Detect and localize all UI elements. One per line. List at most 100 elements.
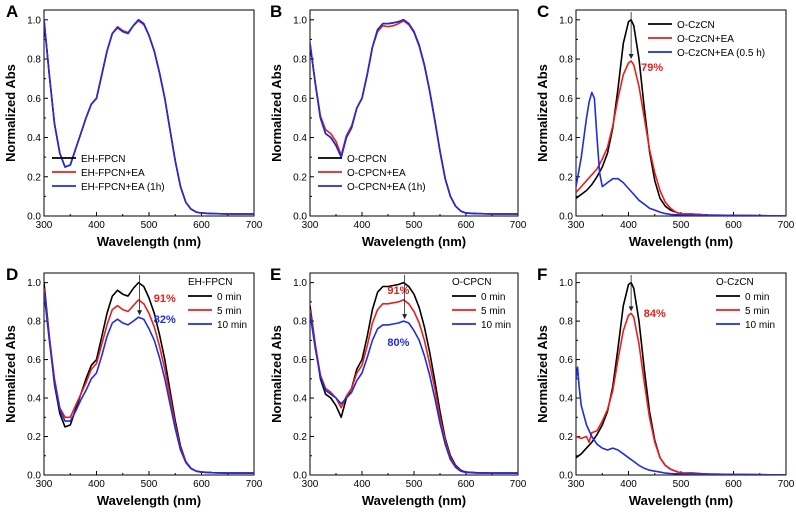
panel-f: F 300 400 500 600 700 0.0 0.2 0.4 0.6 0.8 1.0 Wavele… bbox=[535, 265, 795, 508]
legend-label: 5 min bbox=[745, 306, 769, 317]
percent-annotation: 80% bbox=[387, 337, 409, 349]
y-tick-label: 0.4 bbox=[27, 133, 41, 144]
legend-title: O-CzCN bbox=[716, 277, 754, 288]
y-tick-label: 0.4 bbox=[27, 394, 41, 405]
series-line-3 bbox=[310, 313, 518, 474]
x-tick-label: 300 bbox=[302, 479, 319, 490]
y-tick-label: 0.0 bbox=[559, 471, 573, 482]
y-tick-label: 0.4 bbox=[293, 394, 307, 405]
x-axis-title: Wavelength (nm) bbox=[362, 234, 466, 249]
x-tick-label: 600 bbox=[725, 479, 742, 490]
y-tick-label: 0.2 bbox=[559, 432, 573, 443]
legend-label: O-CPCN+EA (1h) bbox=[347, 182, 426, 193]
panel-b: B 300 400 500 600 700 0.0 0.2 0.4 0.6 0.8 1.0 Wavele… bbox=[269, 2, 527, 249]
x-tick-label: 400 bbox=[620, 220, 637, 231]
y-axis-title: Normalized Abs bbox=[535, 64, 550, 162]
legend-title: EH-FPCN bbox=[188, 277, 232, 288]
plot-frame bbox=[575, 272, 787, 476]
x-tick-label: 300 bbox=[568, 220, 585, 231]
x-tick-label: 600 bbox=[193, 220, 210, 231]
panel-letter: F bbox=[537, 265, 547, 284]
legend-label: O-CzCN+EA (0.5 h) bbox=[677, 48, 765, 59]
y-tick-label: 0.2 bbox=[27, 172, 41, 183]
x-tick-label: 300 bbox=[36, 479, 53, 490]
y-tick-label: 0.0 bbox=[293, 471, 307, 482]
plot-frame bbox=[43, 272, 255, 476]
y-tick-label: 0.2 bbox=[293, 172, 307, 183]
y-axis-title: Normalized Abs bbox=[3, 325, 18, 423]
legend-label: 0 min bbox=[481, 292, 505, 303]
panel-letter: C bbox=[537, 2, 549, 21]
series-line-3 bbox=[310, 19, 518, 215]
percent-annotation: 84% bbox=[644, 308, 666, 320]
legend-label: O-CzCN bbox=[677, 20, 715, 31]
x-tick-label: 500 bbox=[673, 220, 690, 231]
x-axis-title: Wavelength (nm) bbox=[362, 493, 466, 508]
legend-label: 10 min bbox=[217, 320, 247, 331]
legend-title: O-CPCN bbox=[452, 277, 491, 288]
legend-label: O-CPCN+EA bbox=[347, 168, 406, 179]
x-tick-label: 300 bbox=[568, 479, 585, 490]
legend-label: O-CzCN+EA bbox=[677, 34, 734, 45]
percent-annotation: 79% bbox=[641, 62, 663, 74]
x-axis-title: Wavelength (nm) bbox=[629, 234, 733, 249]
y-tick-label: 0.8 bbox=[559, 317, 573, 328]
y-tick-label: 0.8 bbox=[559, 55, 573, 66]
x-tick-label: 400 bbox=[354, 479, 371, 490]
trend-arrow-head bbox=[402, 314, 408, 320]
panel-letter: D bbox=[6, 265, 18, 284]
y-tick-label: 0.4 bbox=[559, 394, 573, 405]
x-tick-label: 700 bbox=[510, 479, 527, 490]
x-tick-label: 300 bbox=[302, 220, 319, 231]
x-tick-label: 500 bbox=[141, 479, 158, 490]
y-tick-label: 1.0 bbox=[27, 278, 41, 289]
y-tick-label: 0.8 bbox=[293, 317, 307, 328]
panel-e: E 300 400 500 600 700 0.0 0.2 0.4 0.6 0.8 1.0 Wavele… bbox=[269, 265, 527, 508]
percent-annotation: 91% bbox=[387, 285, 409, 297]
legend-label: EH-FPCN bbox=[81, 154, 125, 165]
y-axis-title: Normalized Abs bbox=[269, 64, 284, 162]
y-tick-label: 1.0 bbox=[293, 278, 307, 289]
legend-label: 0 min bbox=[745, 292, 769, 303]
x-tick-label: 600 bbox=[193, 479, 210, 490]
x-tick-label: 600 bbox=[725, 220, 742, 231]
x-tick-label: 700 bbox=[246, 479, 263, 490]
x-tick-label: 700 bbox=[778, 479, 795, 490]
x-tick-label: 500 bbox=[406, 220, 423, 231]
x-tick-label: 400 bbox=[88, 220, 105, 231]
x-tick-label: 700 bbox=[778, 220, 795, 231]
x-tick-label: 600 bbox=[458, 479, 475, 490]
y-tick-label: 0.4 bbox=[559, 133, 573, 144]
x-tick-label: 400 bbox=[354, 220, 371, 231]
plot-frame bbox=[309, 272, 519, 476]
panel-letter: B bbox=[270, 2, 282, 21]
x-axis-title: Wavelength (nm) bbox=[629, 493, 733, 508]
y-tick-label: 0.6 bbox=[293, 94, 307, 105]
y-axis-title: Normalized Abs bbox=[269, 325, 284, 423]
y-tick-label: 0.6 bbox=[559, 94, 573, 105]
y-tick-label: 0.0 bbox=[559, 212, 573, 223]
y-axis-title: Normalized Abs bbox=[3, 64, 18, 162]
series-line-3 bbox=[44, 292, 254, 474]
y-tick-label: 0.8 bbox=[293, 55, 307, 66]
y-tick-label: 0.6 bbox=[27, 355, 41, 366]
y-tick-label: 0.4 bbox=[293, 133, 307, 144]
legend-label: 5 min bbox=[217, 306, 241, 317]
trend-arrow-head bbox=[628, 54, 634, 60]
y-tick-label: 0.2 bbox=[27, 432, 41, 443]
percent-annotation: 91% bbox=[154, 293, 176, 305]
x-tick-label: 600 bbox=[458, 220, 475, 231]
y-tick-label: 1.0 bbox=[27, 15, 41, 26]
y-tick-label: 0.2 bbox=[293, 432, 307, 443]
panel-c: C 300 400 500 600 700 0.0 0.2 0.4 0.6 0.8 1.0 Wavele… bbox=[535, 2, 795, 249]
y-tick-label: 1.0 bbox=[293, 15, 307, 26]
legend-label: 10 min bbox=[745, 320, 775, 331]
legend-label: 0 min bbox=[217, 292, 241, 303]
x-tick-label: 500 bbox=[673, 479, 690, 490]
y-tick-label: 0.0 bbox=[27, 471, 41, 482]
panel-letter: A bbox=[6, 2, 18, 21]
x-tick-label: 700 bbox=[246, 220, 263, 231]
y-tick-label: 0.6 bbox=[293, 355, 307, 366]
x-axis-title: Wavelength (nm) bbox=[97, 493, 201, 508]
